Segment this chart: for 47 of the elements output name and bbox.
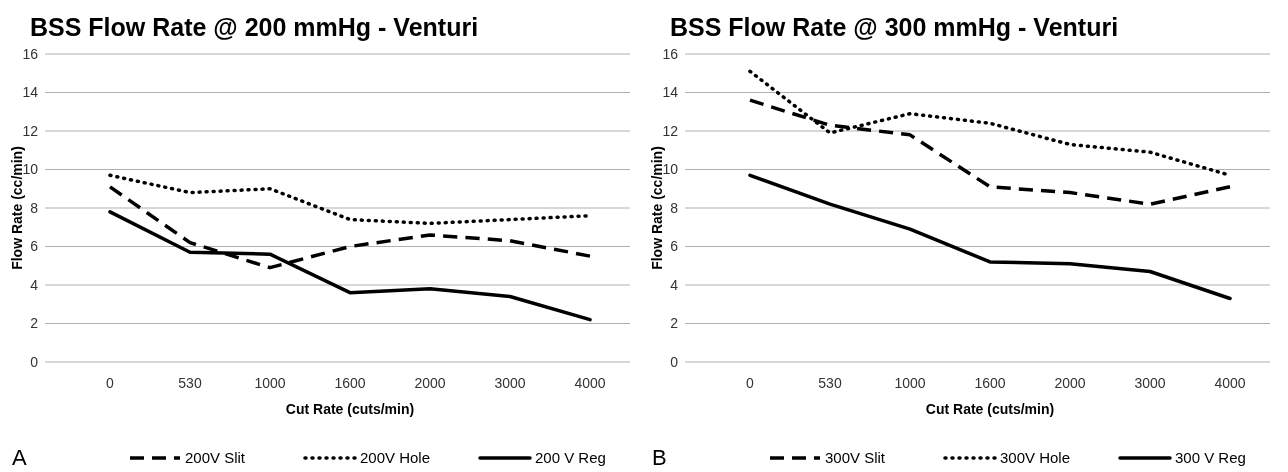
legend-label: 200V Slit	[185, 449, 246, 467]
y-tick-label: 0	[670, 353, 679, 370]
x-tick-label: 1600	[974, 375, 1006, 391]
x-tick-label: 4000	[1214, 375, 1246, 391]
x-axis-title: Cut Rate (cuts/min)	[285, 401, 415, 417]
y-tick-label: 2	[30, 315, 39, 332]
y-tick-label: 12	[22, 122, 39, 139]
y-tick-label: 10	[22, 161, 39, 178]
x-tick-label: 2000	[414, 375, 446, 391]
y-tick-label: 16	[662, 45, 679, 62]
legend-label: 300V Hole	[1000, 449, 1071, 467]
y-tick-label: 4	[30, 276, 39, 293]
y-tick-label: 14	[22, 84, 39, 101]
chart-title: BSS Flow Rate @ 200 mmHg - Venturi	[30, 13, 479, 41]
x-tick-label: 3000	[1134, 375, 1166, 391]
y-tick-label: 14	[662, 84, 679, 101]
y-tick-label: 4	[670, 276, 679, 293]
chart-title: BSS Flow Rate @ 300 mmHg - Venturi	[670, 13, 1119, 41]
x-tick-label: 2000	[1054, 375, 1086, 391]
legend-label: 200 V Reg	[535, 449, 606, 467]
line-series	[748, 173, 1232, 301]
y-axis-title: Flow Rate (cc/min)	[9, 146, 25, 270]
y-tick-label: 8	[670, 199, 679, 216]
y-tick-label: 16	[22, 45, 39, 62]
y-axis-title: Flow Rate (cc/min)	[649, 146, 665, 270]
x-tick-label: 0	[746, 375, 755, 391]
x-tick-label: 0	[106, 375, 115, 391]
legend-label: 200V Hole	[360, 449, 431, 467]
y-tick-label: 12	[662, 122, 679, 139]
x-tick-label: 1000	[254, 375, 286, 391]
x-tick-label: 1000	[894, 375, 926, 391]
y-tick-label: 10	[662, 161, 679, 178]
legend-label: 300 V Reg	[1175, 449, 1246, 467]
y-tick-label: 6	[30, 238, 39, 255]
x-tick-label: 1600	[334, 375, 366, 391]
x-tick-label: 4000	[574, 375, 606, 391]
legend-label: 300V Slit	[825, 449, 886, 467]
x-axis-title: Cut Rate (cuts/min)	[925, 401, 1055, 417]
text: A	[12, 445, 27, 470]
x-tick-label: 3000	[494, 375, 526, 391]
text: B	[652, 445, 667, 470]
x-tick-label: 530	[178, 375, 202, 391]
y-tick-label: 8	[30, 199, 39, 216]
y-tick-label: 2	[670, 315, 679, 332]
y-tick-label: 6	[670, 238, 679, 255]
y-tick-label: 0	[30, 353, 39, 370]
x-tick-label: 530	[818, 375, 842, 391]
